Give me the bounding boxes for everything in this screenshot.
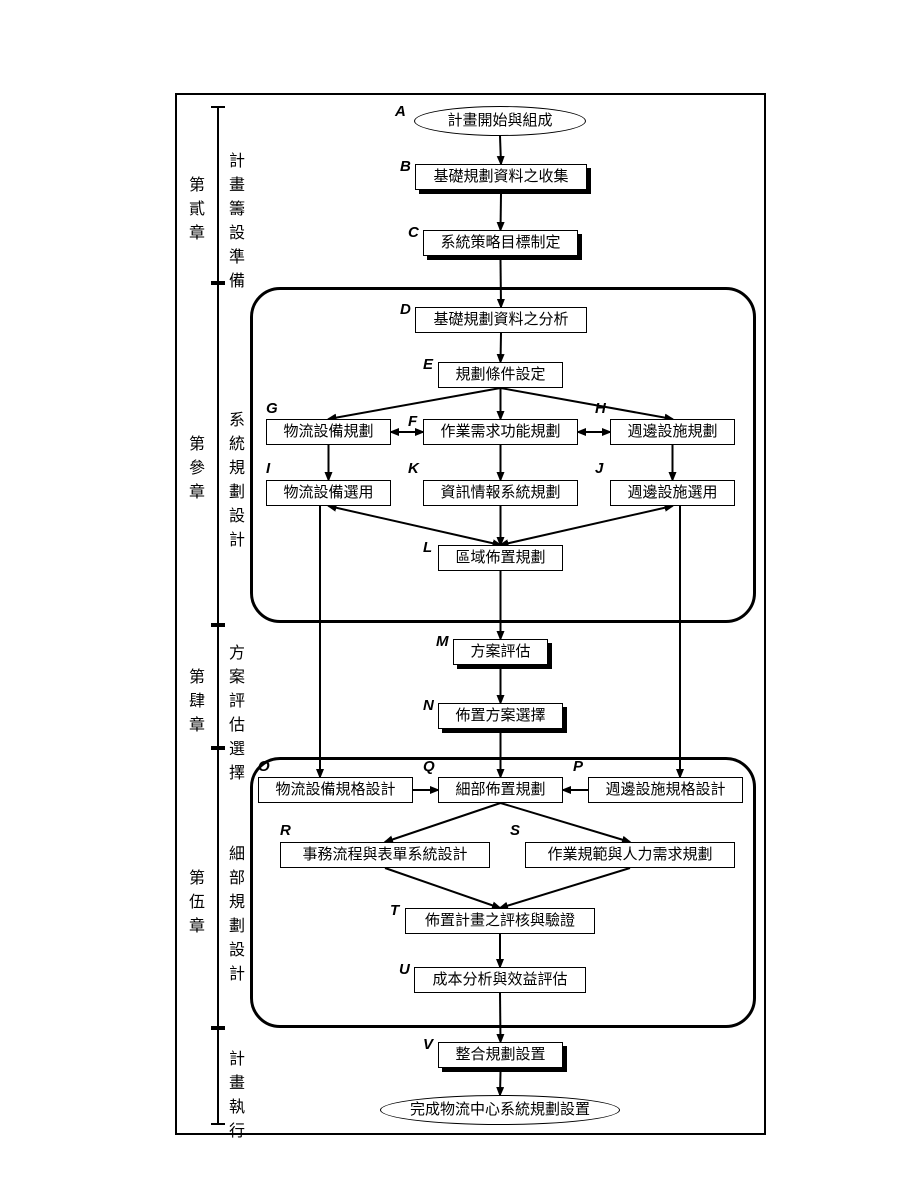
node-b: 基礎規劃資料之收集 (415, 164, 587, 190)
chapter-label-0: 第貳章 (189, 171, 205, 243)
node-letter-l: L (423, 539, 432, 556)
node-letter-h: H (595, 400, 606, 417)
node-f: 作業需求功能規劃 (423, 419, 578, 445)
section-title-3: 細部規劃設計 (229, 840, 245, 984)
chapter-label-3: 第伍章 (189, 864, 205, 936)
diagram-canvas: 計畫開始與組成 A 基礎規劃資料之收集B 系統策略目標制定C 基礎規劃資料之分析D 規劃條… (0, 0, 920, 1191)
chapter-label-1: 第參章 (189, 430, 205, 502)
section-title-2: 方案評估選擇 (229, 639, 245, 783)
section-title-0: 計畫籌設準備 (229, 147, 245, 291)
node-d: 基礎規劃資料之分析 (415, 307, 587, 333)
node-i: 物流設備選用 (266, 480, 391, 506)
node-g: 物流設備規劃 (266, 419, 391, 445)
node-letter-s: S (510, 822, 520, 839)
section-span-4 (217, 1028, 219, 1125)
section-span-1 (217, 283, 219, 625)
region-system-planning (250, 287, 756, 623)
node-o: 物流設備規格設計 (258, 777, 413, 803)
node-letter-u: U (399, 961, 410, 978)
node-u: 成本分析與效益評估 (414, 967, 586, 993)
node-l: 區域佈置規劃 (438, 545, 563, 571)
node-letter-i: I (266, 460, 270, 477)
node-j: 週邊設施選用 (610, 480, 735, 506)
node-letter-r: R (280, 822, 291, 839)
section-title-4: 計畫執行 (229, 1045, 245, 1141)
section-span-3 (217, 748, 219, 1028)
node-letter-a: A (395, 103, 406, 120)
node-letter-n: N (423, 697, 434, 714)
node-e: 規劃條件設定 (438, 362, 563, 388)
node-end: 完成物流中心系統規劃設置 (380, 1095, 620, 1125)
node-q: 細部佈置規劃 (438, 777, 563, 803)
node-letter-o: O (258, 758, 270, 775)
node-v: 整合規劃設置 (438, 1042, 563, 1068)
node-letter-q: Q (423, 758, 435, 775)
node-letter-k: K (408, 460, 419, 477)
node-n: 佈置方案選擇 (438, 703, 563, 729)
node-m: 方案評估 (453, 639, 548, 665)
node-h: 週邊設施規劃 (610, 419, 735, 445)
chapter-label-2: 第肆章 (189, 663, 205, 735)
node-letter-f: F (408, 413, 417, 430)
node-letter-d: D (400, 301, 411, 318)
node-c: 系統策略目標制定 (423, 230, 578, 256)
node-t: 佈置計畫之評核與驗證 (405, 908, 595, 934)
node-a: 計畫開始與組成 (414, 106, 586, 136)
node-r: 事務流程與表單系統設計 (280, 842, 490, 868)
section-span-0 (217, 106, 219, 283)
section-title-1: 系統規劃設計 (229, 406, 245, 550)
node-letter-m: M (436, 633, 449, 650)
node-letter-e: E (423, 356, 433, 373)
node-letter-j: J (595, 460, 603, 477)
node-letter-p: P (573, 758, 583, 775)
node-letter-v: V (423, 1036, 433, 1053)
node-letter-t: T (390, 902, 399, 919)
section-span-2 (217, 625, 219, 748)
node-k: 資訊情報系統規劃 (423, 480, 578, 506)
node-letter-g: G (266, 400, 278, 417)
node-letter-b: B (400, 158, 411, 175)
node-s: 作業規範與人力需求規劃 (525, 842, 735, 868)
node-p: 週邊設施規格設計 (588, 777, 743, 803)
node-letter-c: C (408, 224, 419, 241)
